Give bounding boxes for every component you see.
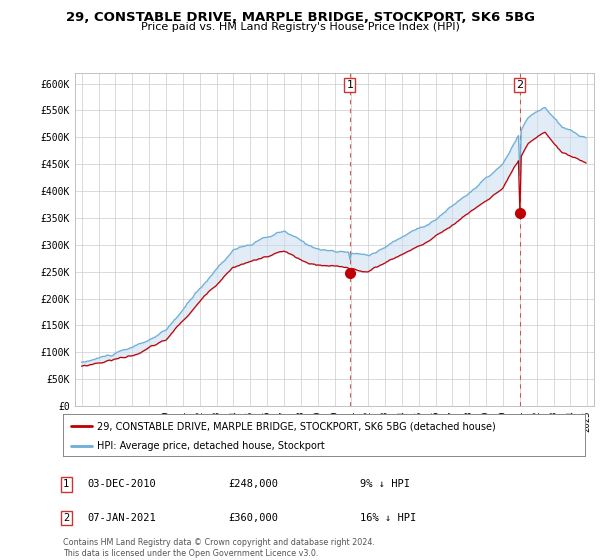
Text: 29, CONSTABLE DRIVE, MARPLE BRIDGE, STOCKPORT, SK6 5BG: 29, CONSTABLE DRIVE, MARPLE BRIDGE, STOC… bbox=[65, 11, 535, 24]
Text: 29, CONSTABLE DRIVE, MARPLE BRIDGE, STOCKPORT, SK6 5BG (detached house): 29, CONSTABLE DRIVE, MARPLE BRIDGE, STOC… bbox=[97, 421, 496, 431]
Text: 03-DEC-2010: 03-DEC-2010 bbox=[87, 479, 156, 489]
Text: 07-JAN-2021: 07-JAN-2021 bbox=[87, 513, 156, 523]
Text: 2: 2 bbox=[63, 513, 69, 523]
Text: 16% ↓ HPI: 16% ↓ HPI bbox=[360, 513, 416, 523]
Text: 2: 2 bbox=[516, 80, 523, 90]
Text: £248,000: £248,000 bbox=[228, 479, 278, 489]
Text: £360,000: £360,000 bbox=[228, 513, 278, 523]
Text: Price paid vs. HM Land Registry's House Price Index (HPI): Price paid vs. HM Land Registry's House … bbox=[140, 22, 460, 32]
Text: 1: 1 bbox=[346, 80, 353, 90]
Text: 1: 1 bbox=[63, 479, 69, 489]
Text: 9% ↓ HPI: 9% ↓ HPI bbox=[360, 479, 410, 489]
Text: HPI: Average price, detached house, Stockport: HPI: Average price, detached house, Stoc… bbox=[97, 441, 325, 451]
Text: Contains HM Land Registry data © Crown copyright and database right 2024.
This d: Contains HM Land Registry data © Crown c… bbox=[63, 538, 375, 558]
